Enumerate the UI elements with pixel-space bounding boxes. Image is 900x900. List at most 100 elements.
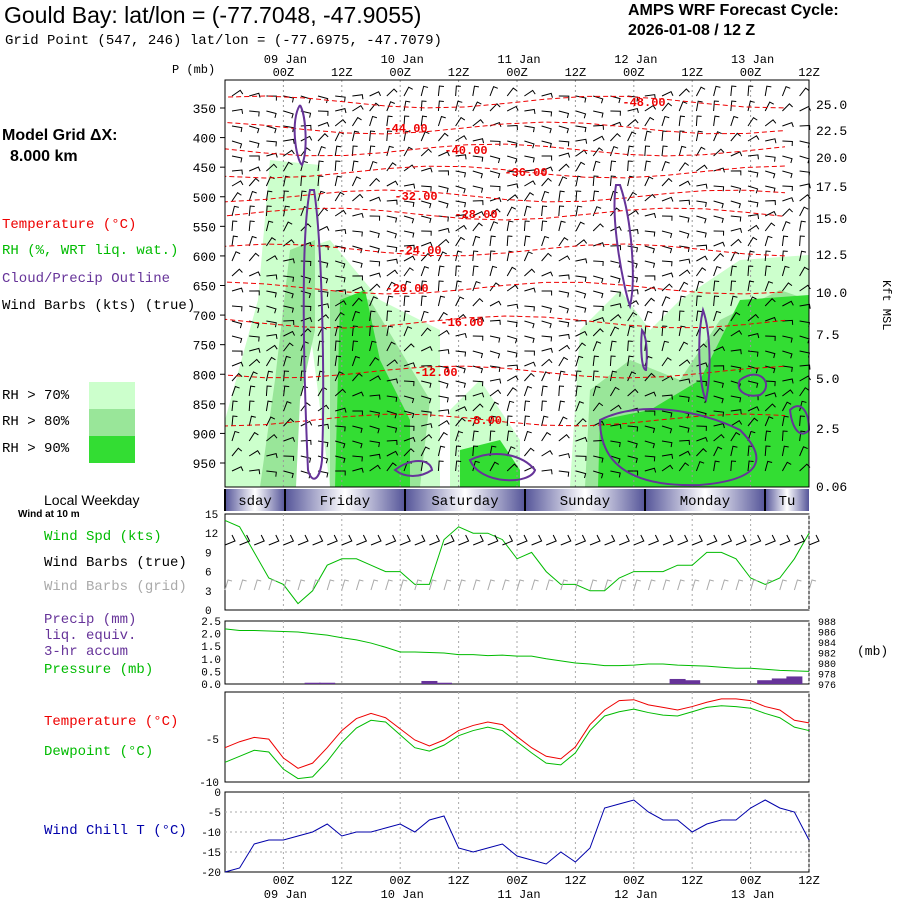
- upper-air-barb: [644, 94, 656, 100]
- upper-air-barb: [558, 205, 565, 217]
- upper-air-barb: [283, 275, 295, 282]
- upper-air-barb: [524, 320, 535, 329]
- upper-air-barb: [523, 205, 532, 217]
- upper-air-barb: [283, 342, 294, 352]
- upper-air-barb: [678, 281, 689, 292]
- upper-air-barb: [799, 364, 811, 370]
- upper-air-barb: [455, 214, 467, 220]
- grid-wind-barb: [735, 579, 744, 591]
- upper-air-barb: [524, 335, 535, 344]
- top-hour-label: 12Z: [565, 66, 587, 80]
- upper-air-barb: [678, 145, 687, 157]
- upper-air-barb: [489, 282, 500, 292]
- grid-wind-barbs: [224, 579, 817, 591]
- upper-air-barb: [420, 433, 433, 442]
- upper-air-barb: [730, 251, 740, 262]
- upper-air-barb: [248, 271, 261, 277]
- weekday-cell: [285, 489, 405, 511]
- grid-wind-barb: [297, 579, 306, 591]
- upper-air-barb: [386, 245, 398, 253]
- upper-air-barb: [781, 235, 789, 247]
- surface-wind-barb: [692, 534, 703, 546]
- upper-air-barb: [575, 125, 587, 133]
- bottom-date-label: 09 Jan: [264, 888, 307, 900]
- upper-air-barb: [695, 130, 703, 142]
- upper-air-barb: [609, 340, 617, 352]
- upper-air-barb: [351, 355, 361, 367]
- precip-bar: [436, 682, 452, 684]
- upper-air-barb: [352, 212, 364, 218]
- precip-bar: [757, 680, 774, 684]
- upper-air-barb: [472, 297, 484, 307]
- upper-air-barb: [489, 461, 499, 472]
- grid-wind-barb: [501, 579, 510, 591]
- upper-air-barb: [489, 250, 496, 262]
- upper-air-barb: [592, 223, 604, 232]
- rh70-region: [225, 160, 320, 487]
- upper-air-barb: [507, 364, 519, 370]
- upper-air-barb: [747, 313, 759, 322]
- temperature-contour-label: -24.00: [398, 244, 441, 258]
- upper-air-barb: [523, 235, 531, 247]
- upper-air-barb: [283, 320, 295, 326]
- upper-air-barb: [472, 280, 481, 292]
- upper-air-barb: [764, 210, 777, 217]
- upper-air-barb: [438, 409, 450, 415]
- upper-air-barb: [696, 244, 708, 250]
- upper-air-barb: [747, 185, 759, 194]
- upper-air-barb: [695, 310, 703, 322]
- upper-air-barb: [644, 455, 656, 462]
- temp-ytick-label: -5: [206, 735, 219, 747]
- upper-air-barb: [558, 290, 570, 298]
- upper-air-barb: [765, 200, 776, 206]
- surface-wind-barb: [458, 534, 470, 546]
- upper-air-barb: [351, 340, 358, 352]
- legend-rh: RH (%, WRT liq. wat.): [2, 243, 179, 259]
- upper-air-barb: [610, 440, 621, 448]
- legend-wind-barbs: Wind Barbs (kts) (true): [2, 298, 196, 314]
- upper-air-barb: [524, 350, 535, 356]
- upper-air-barb: [266, 453, 278, 459]
- upper-air-barb: [644, 286, 657, 292]
- upper-air-barb: [283, 239, 295, 247]
- rh90-region: [335, 290, 410, 487]
- upper-air-barb: [730, 280, 737, 292]
- upper-air-barb: [352, 425, 363, 433]
- wind-chill-line: [224, 799, 810, 873]
- upper-air-barb: [455, 417, 466, 427]
- upper-air-barb: [369, 245, 380, 254]
- upper-air-barb: [352, 193, 364, 202]
- windchill-ytick-label: -20: [201, 868, 221, 880]
- upper-air-barb: [799, 387, 810, 397]
- grid-wind-barb: [428, 579, 437, 591]
- upper-air-barb: [231, 350, 243, 356]
- upper-air-barb: [541, 347, 553, 353]
- upper-air-barb: [266, 290, 277, 298]
- upper-air-barb: [730, 311, 741, 322]
- upper-air-barb: [386, 439, 398, 445]
- upper-air-barb: [747, 116, 758, 127]
- upper-air-barb: [437, 431, 448, 442]
- upper-air-barb: [524, 140, 535, 149]
- pressure-tick-label: 550: [193, 220, 216, 235]
- cross-section-frame: [224, 79, 810, 488]
- upper-air-barb: [747, 380, 759, 388]
- upper-air-barb: [231, 155, 243, 163]
- upper-air-barb: [489, 350, 501, 359]
- upper-air-barb: [764, 460, 773, 472]
- upper-air-barb: [747, 100, 755, 112]
- upper-air-barb: [352, 286, 364, 292]
- upper-air-barb: [661, 91, 674, 97]
- upper-air-barb: [386, 145, 394, 157]
- upper-air-barb: [541, 205, 548, 217]
- upper-air-barb: [335, 275, 346, 283]
- temperature-contour: [224, 95, 786, 110]
- upper-air-barb: [352, 455, 363, 462]
- upper-air-barb: [438, 365, 449, 373]
- upper-air-barb: [609, 326, 620, 337]
- upper-air-barb: [437, 100, 444, 112]
- pressure-ytick-label: 988: [818, 618, 836, 629]
- pressure-tick-label: 450: [193, 161, 216, 176]
- precip-ytick-label: 1.0: [201, 655, 221, 667]
- upper-air-barb: [231, 180, 244, 187]
